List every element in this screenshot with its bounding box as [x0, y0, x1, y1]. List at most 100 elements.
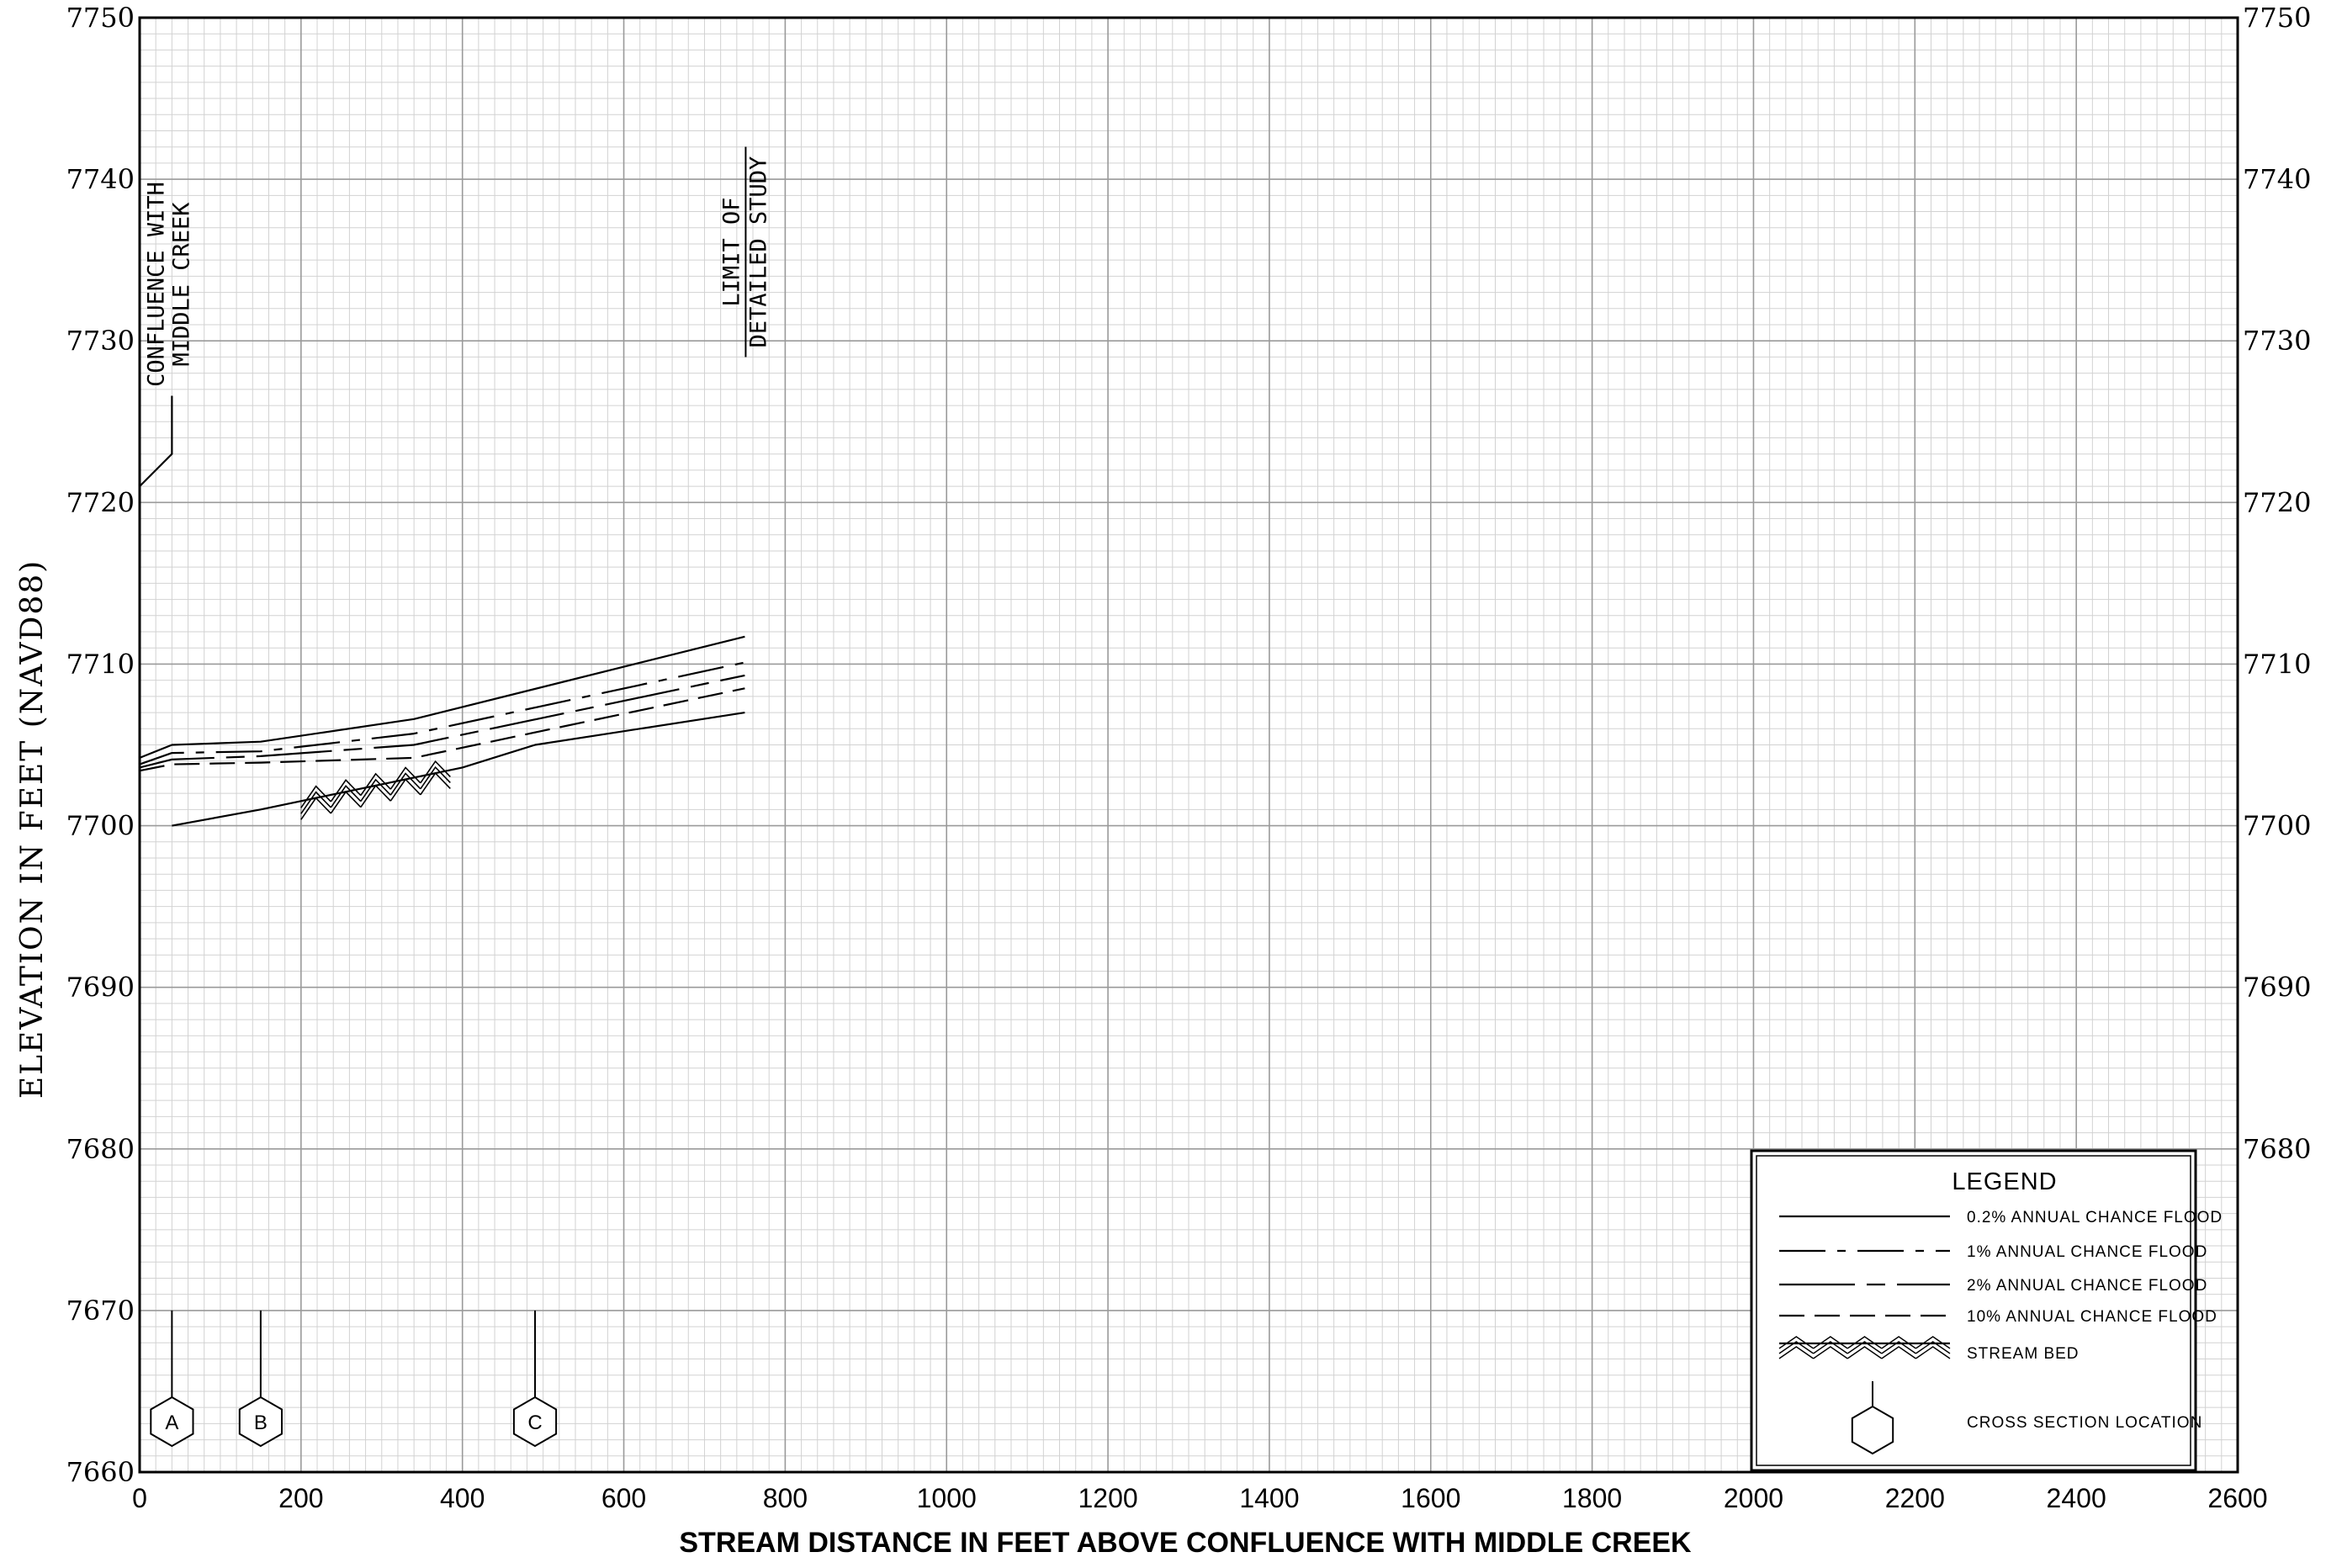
legend: LEGEND 0.2% ANNUAL CHANCE FLOOD 1% ANNUAL…	[1750, 1149, 2223, 1472]
x-tick-label: 1400	[1239, 1483, 1299, 1513]
y-tick-label-right: 7690	[2243, 972, 2311, 1004]
plot-frame	[138, 16, 2239, 1474]
stream-bed-hatch-mark	[360, 772, 391, 797]
grid-minor	[140, 18, 2238, 1472]
legend-item-label: 0.2% ANNUAL CHANCE FLOOD	[1967, 1209, 2223, 1226]
legend-sample-hatch-mark	[1915, 1336, 1951, 1349]
x-tick-label: 2200	[1885, 1483, 1945, 1513]
y-tick-label-left: 7690	[66, 972, 135, 1004]
stream-bed-hatch-mark	[300, 797, 331, 820]
x-ticks: 0 200 400 600 800 1000 1200 1400 1600 1800 2000 220…	[132, 1483, 2267, 1513]
y-tick-label-left: 7710	[66, 648, 135, 680]
confluence-annotation-line-2: MIDDLE CREEK	[168, 202, 194, 367]
confluence-annotation: CONFLUENCE WITH MIDDLE CREEK	[143, 182, 194, 387]
legend-sample-hatch-mark	[1778, 1336, 1814, 1349]
stream-bed-hatch-mark	[300, 785, 331, 808]
series-line-1	[139, 635, 745, 759]
stream-bed-hatch-mark	[360, 778, 391, 803]
legend-sample-hatch-mark	[1778, 1341, 1814, 1354]
cross-section-layer: A B C	[150, 1310, 558, 1448]
legend-sample-hexagon	[1851, 1405, 1894, 1455]
x-axis-title: STREAM DISTANCE IN FEET ABOVE CONFLUENCE…	[679, 1527, 1692, 1559]
y-tick-label-right: 7680	[2243, 1133, 2311, 1165]
stream-bed-hatch-mark	[300, 791, 331, 814]
y-tick-label-left: 7730	[66, 325, 135, 357]
stream-bed-hatch-mark	[330, 785, 362, 808]
grid-major	[139, 17, 2239, 1473]
legend-sample-hatch-mark	[1881, 1346, 1916, 1359]
legend-item-label: 1% ANNUAL CHANCE FLOOD	[1967, 1243, 2207, 1261]
x-tick-label: 2400	[2047, 1483, 2106, 1513]
y-tick-label-right: 7750	[2243, 2, 2311, 34]
y-tick-label-left: 7720	[66, 486, 135, 518]
cross-section-hexagon-c	[512, 1396, 558, 1448]
legend-sample-hatch-mark	[1778, 1346, 1814, 1359]
x-tick-label: 1600	[1401, 1483, 1460, 1513]
y-tick-label-right: 7710	[2243, 648, 2311, 680]
x-tick-label: 1800	[1562, 1483, 1622, 1513]
legend-sample-hatch-mark	[1846, 1346, 1883, 1359]
series-line-2	[139, 661, 745, 765]
annotation-layer: CONFLUENCE WITH MIDDLE CREEK LIMIT OF DETAI…	[139, 146, 771, 487]
legend-sample-hatch-mark	[1846, 1336, 1883, 1349]
series-layer	[139, 635, 745, 827]
stream-bed-hatch-mark	[420, 771, 451, 796]
stream-bed-hatch-mark	[389, 772, 421, 796]
cross-section-label-a: A	[165, 1412, 178, 1434]
x-tick-label: 1000	[917, 1483, 977, 1513]
y-tick-label-right: 7700	[2243, 810, 2311, 842]
confluence-leader-line	[139, 395, 173, 487]
cross-section-label-b: B	[254, 1412, 268, 1434]
legend-sample-hatch-mark	[1881, 1341, 1916, 1354]
legend-sample-hatch-mark	[1813, 1341, 1848, 1354]
y-axis-title: ELEVATION IN FEET (NAVD88)	[15, 559, 50, 1099]
x-tick-label: 600	[601, 1483, 646, 1513]
limit-annotation-line-1: LIMIT OF	[718, 198, 744, 307]
legend-item-label: 10% ANNUAL CHANCE FLOOD	[1967, 1308, 2217, 1326]
stream-bed-hatch-mark	[330, 779, 362, 803]
stream-bed-hatch-mark	[420, 760, 451, 784]
y-tick-label-left: 7660	[66, 1456, 135, 1488]
x-tick-label: 1200	[1078, 1483, 1137, 1513]
x-tick-label: 400	[440, 1483, 485, 1513]
y-tick-label-right: 7740	[2243, 163, 2311, 195]
series-line-5	[172, 712, 745, 827]
cross-section-label-c: C	[527, 1412, 542, 1434]
stream-bed-hatch-mark	[330, 791, 362, 814]
x-tick-label: 800	[763, 1483, 808, 1513]
legend-sample-hatch-mark	[1813, 1346, 1848, 1359]
legend-sample-hatch-mark	[1915, 1346, 1951, 1359]
legend-title: LEGEND	[1952, 1168, 2057, 1195]
limit-annotation-line-2: DETAILED STUDY	[745, 156, 771, 348]
legend-item-label: CROSS SECTION LOCATION	[1967, 1414, 2202, 1432]
x-tick-label: 2600	[2207, 1483, 2267, 1513]
legend-frame-outer	[1750, 1149, 2197, 1472]
y-tick-label-right: 7720	[2243, 486, 2311, 518]
legend-sample-hatch-mark	[1846, 1341, 1883, 1354]
legend-items: 0.2% ANNUAL CHANCE FLOOD 1% ANNUAL CHANCE…	[1778, 1209, 2223, 1455]
confluence-annotation-line-1: CONFLUENCE WITH	[143, 182, 169, 387]
x-tick-label: 200	[278, 1483, 323, 1513]
legend-item-label: 2% ANNUAL CHANCE FLOOD	[1967, 1277, 2207, 1295]
stream-bed-hatch-mark	[389, 778, 421, 802]
legend-sample-hatch-mark	[1881, 1336, 1916, 1349]
legend-sample-hatch-mark	[1813, 1336, 1848, 1349]
y-tick-label-left: 7680	[66, 1133, 135, 1165]
y-ticks-right: 7750 7740 7730 7720 7710 7700 7690 7680	[2243, 2, 2311, 1165]
cross-section-hexagon-a	[150, 1396, 194, 1448]
series-line-4	[139, 687, 745, 772]
legend-item-label: STREAM BED	[1967, 1345, 2080, 1363]
limit-annotation: LIMIT OF DETAILED STUDY	[718, 146, 771, 358]
y-tick-label-left: 7670	[66, 1295, 135, 1327]
stream-bed-hatch-mark	[389, 766, 421, 790]
y-ticks-left: 7750 7740 7730 7720 7710 7700 7690 7680 7670 7660	[66, 2, 135, 1488]
stream-bed-hatch-mark	[420, 765, 451, 790]
legend-frame-inner	[1756, 1155, 2191, 1466]
legend-sample-hatch-mark	[1915, 1341, 1951, 1354]
stream-bed-hatch-mark	[360, 784, 391, 808]
y-tick-label-left: 7740	[66, 163, 135, 195]
series-line-3	[139, 674, 745, 769]
y-tick-label-left: 7750	[66, 2, 135, 34]
